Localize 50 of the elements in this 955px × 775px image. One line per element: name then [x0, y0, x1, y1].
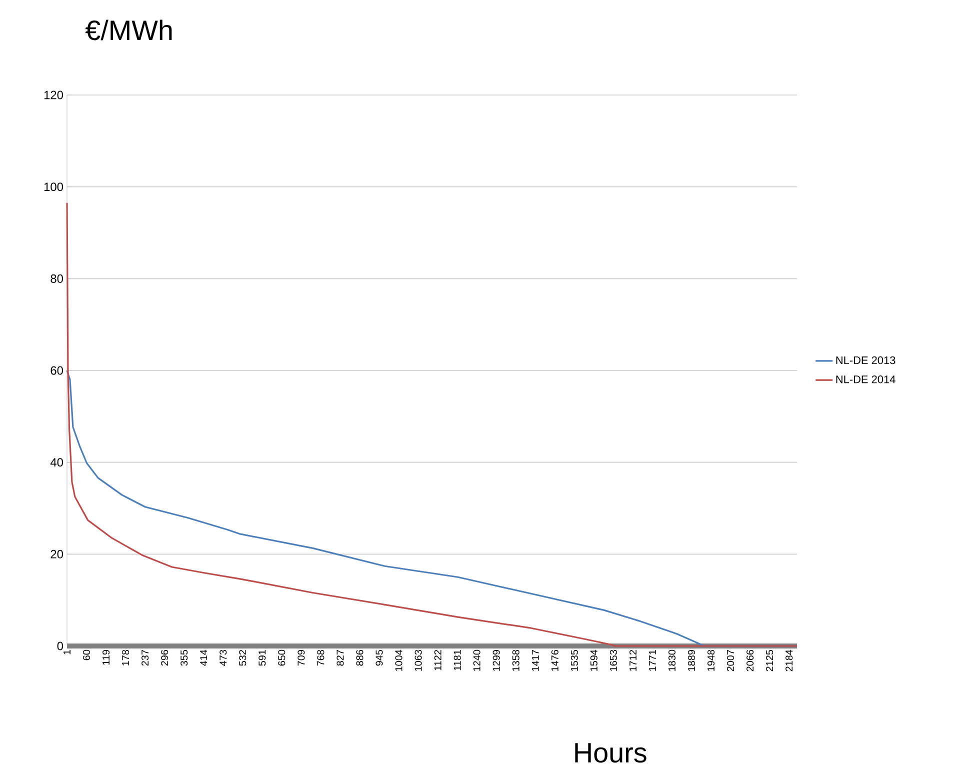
x-tick-label: 1004 [395, 650, 402, 671]
x-tick-label: 650 [278, 650, 286, 666]
y-tick-label: 80 [50, 274, 64, 283]
x-tick-label: 1653 [610, 650, 617, 671]
x-tick-label: 237 [142, 650, 149, 666]
x-tick-label: 1 [64, 650, 70, 654]
x-tick-label: 886 [356, 650, 364, 666]
x-tick-label: 1417 [532, 650, 539, 671]
x-tick-label: 473 [220, 650, 227, 666]
y-tick-label: 120 [44, 90, 64, 100]
x-tick-label: 1122 [434, 650, 442, 670]
x-tick-label: 2007 [727, 650, 734, 672]
legend-label: NL-DE 2013 [836, 356, 896, 364]
x-tick-label: 1712 [629, 650, 636, 671]
x-tick-label: 827 [336, 650, 344, 666]
x-tick-label: 2184 [786, 650, 793, 672]
y-tick-label: 60 [50, 366, 64, 375]
x-tick-label: 591 [258, 650, 266, 666]
line-series [66, 202, 798, 647]
y-tick-label: 40 [50, 458, 64, 467]
x-tick-label: 60 [82, 650, 90, 660]
x-tick-label: 355 [180, 650, 188, 666]
x-tick-label: 296 [161, 650, 168, 666]
y-axis-title: €/MWh [85, 20, 172, 40]
x-tick-label: 1358 [512, 650, 520, 671]
x-tick-label: 1830 [668, 650, 676, 671]
x-tick-label: 1771 [649, 650, 656, 671]
x-tick-label: 1299 [492, 650, 500, 671]
x-tick-label: 178 [122, 650, 130, 666]
legend-label: NL-DE 2014 [836, 375, 896, 384]
x-tick-label: 2125 [766, 650, 774, 672]
x-tick-label: 1889 [688, 650, 696, 671]
x-tick-label: 119 [102, 650, 110, 665]
x-tick-label: 945 [376, 650, 383, 666]
x-axis-title: Hours [575, 743, 646, 763]
x-tick-label: 1181 [454, 650, 461, 670]
x-tick-label: 1535 [570, 650, 578, 671]
y-tick-label: 100 [44, 182, 64, 192]
x-tick-label: 532 [239, 650, 246, 666]
y-tick-label: 0 [57, 642, 64, 650]
x-tick-label: 1476 [551, 650, 558, 671]
x-tick-label: 709 [298, 650, 305, 666]
x-tick-label: 1063 [414, 650, 422, 671]
x-tick-label: 1948 [707, 650, 715, 671]
x-tick-label: 1594 [590, 650, 598, 671]
x-tick-label: 1240 [473, 650, 480, 671]
x-tick-label: 768 [317, 650, 324, 666]
x-tick-label: 414 [200, 650, 208, 666]
y-tick-label: 20 [50, 550, 64, 558]
x-tick-label: 2066 [746, 650, 754, 672]
